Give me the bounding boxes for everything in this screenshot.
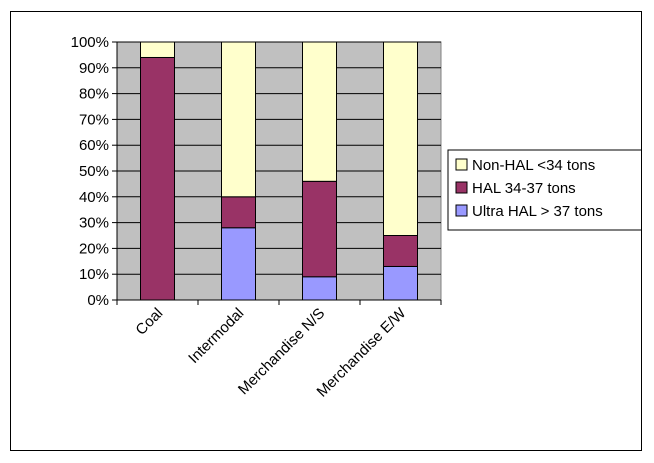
x-tick-label: Coal bbox=[132, 305, 166, 339]
stacked-bar-chart: 0% 10% 20% 30% 40% 50% 60% 70% 80% 90% 100% Coal In… bbox=[71, 34, 641, 401]
bar-segment bbox=[302, 180, 337, 278]
bar-segment bbox=[383, 235, 418, 267]
y-tick-label: 60% bbox=[79, 137, 109, 154]
legend-box bbox=[447, 149, 641, 231]
bars bbox=[140, 41, 418, 301]
chart-frame: 0% 10% 20% 30% 40% 50% 60% 70% 80% 90% 100% Coal In… bbox=[10, 11, 642, 451]
y-tick-label: 0% bbox=[87, 292, 109, 309]
y-tick-label: 50% bbox=[79, 163, 109, 180]
bar-segment bbox=[221, 196, 256, 229]
bar-segment bbox=[140, 41, 175, 58]
y-tick-label: 100% bbox=[71, 34, 109, 51]
legend-label: Non-HAL <34 tons bbox=[472, 157, 595, 174]
y-tick-label: 40% bbox=[79, 189, 109, 206]
bar-segment bbox=[221, 41, 256, 198]
y-axis: 0% 10% 20% 30% 40% 50% 60% 70% 80% 90% 100% bbox=[71, 34, 118, 309]
legend-swatch bbox=[455, 158, 468, 171]
bar-segment bbox=[221, 227, 256, 301]
y-tick-label: 30% bbox=[79, 215, 109, 232]
bar-segment bbox=[302, 41, 337, 182]
x-tick-label: Merchandise N/S bbox=[235, 305, 328, 398]
x-tick-label: Merchandise E/W bbox=[314, 304, 410, 400]
y-tick-label: 90% bbox=[79, 60, 109, 77]
y-tick-label: 20% bbox=[79, 240, 109, 257]
legend-swatch bbox=[455, 204, 468, 217]
legend-swatch bbox=[455, 181, 468, 194]
legend-label: HAL 34-37 tons bbox=[472, 180, 576, 197]
legend-label: Ultra HAL > 37 tons bbox=[472, 203, 603, 220]
bar-segment bbox=[302, 276, 337, 301]
bar-segment bbox=[383, 265, 418, 301]
y-tick-label: 10% bbox=[79, 266, 109, 283]
y-tick-label: 80% bbox=[79, 86, 109, 103]
legend: Non-HAL <34 tons HAL 34-37 tons Ultra HAL … bbox=[447, 149, 641, 231]
y-tick-label: 70% bbox=[79, 111, 109, 128]
x-tick-label: Intermodal bbox=[185, 305, 247, 367]
bar-segment bbox=[383, 41, 418, 236]
bar-segment bbox=[140, 56, 175, 301]
